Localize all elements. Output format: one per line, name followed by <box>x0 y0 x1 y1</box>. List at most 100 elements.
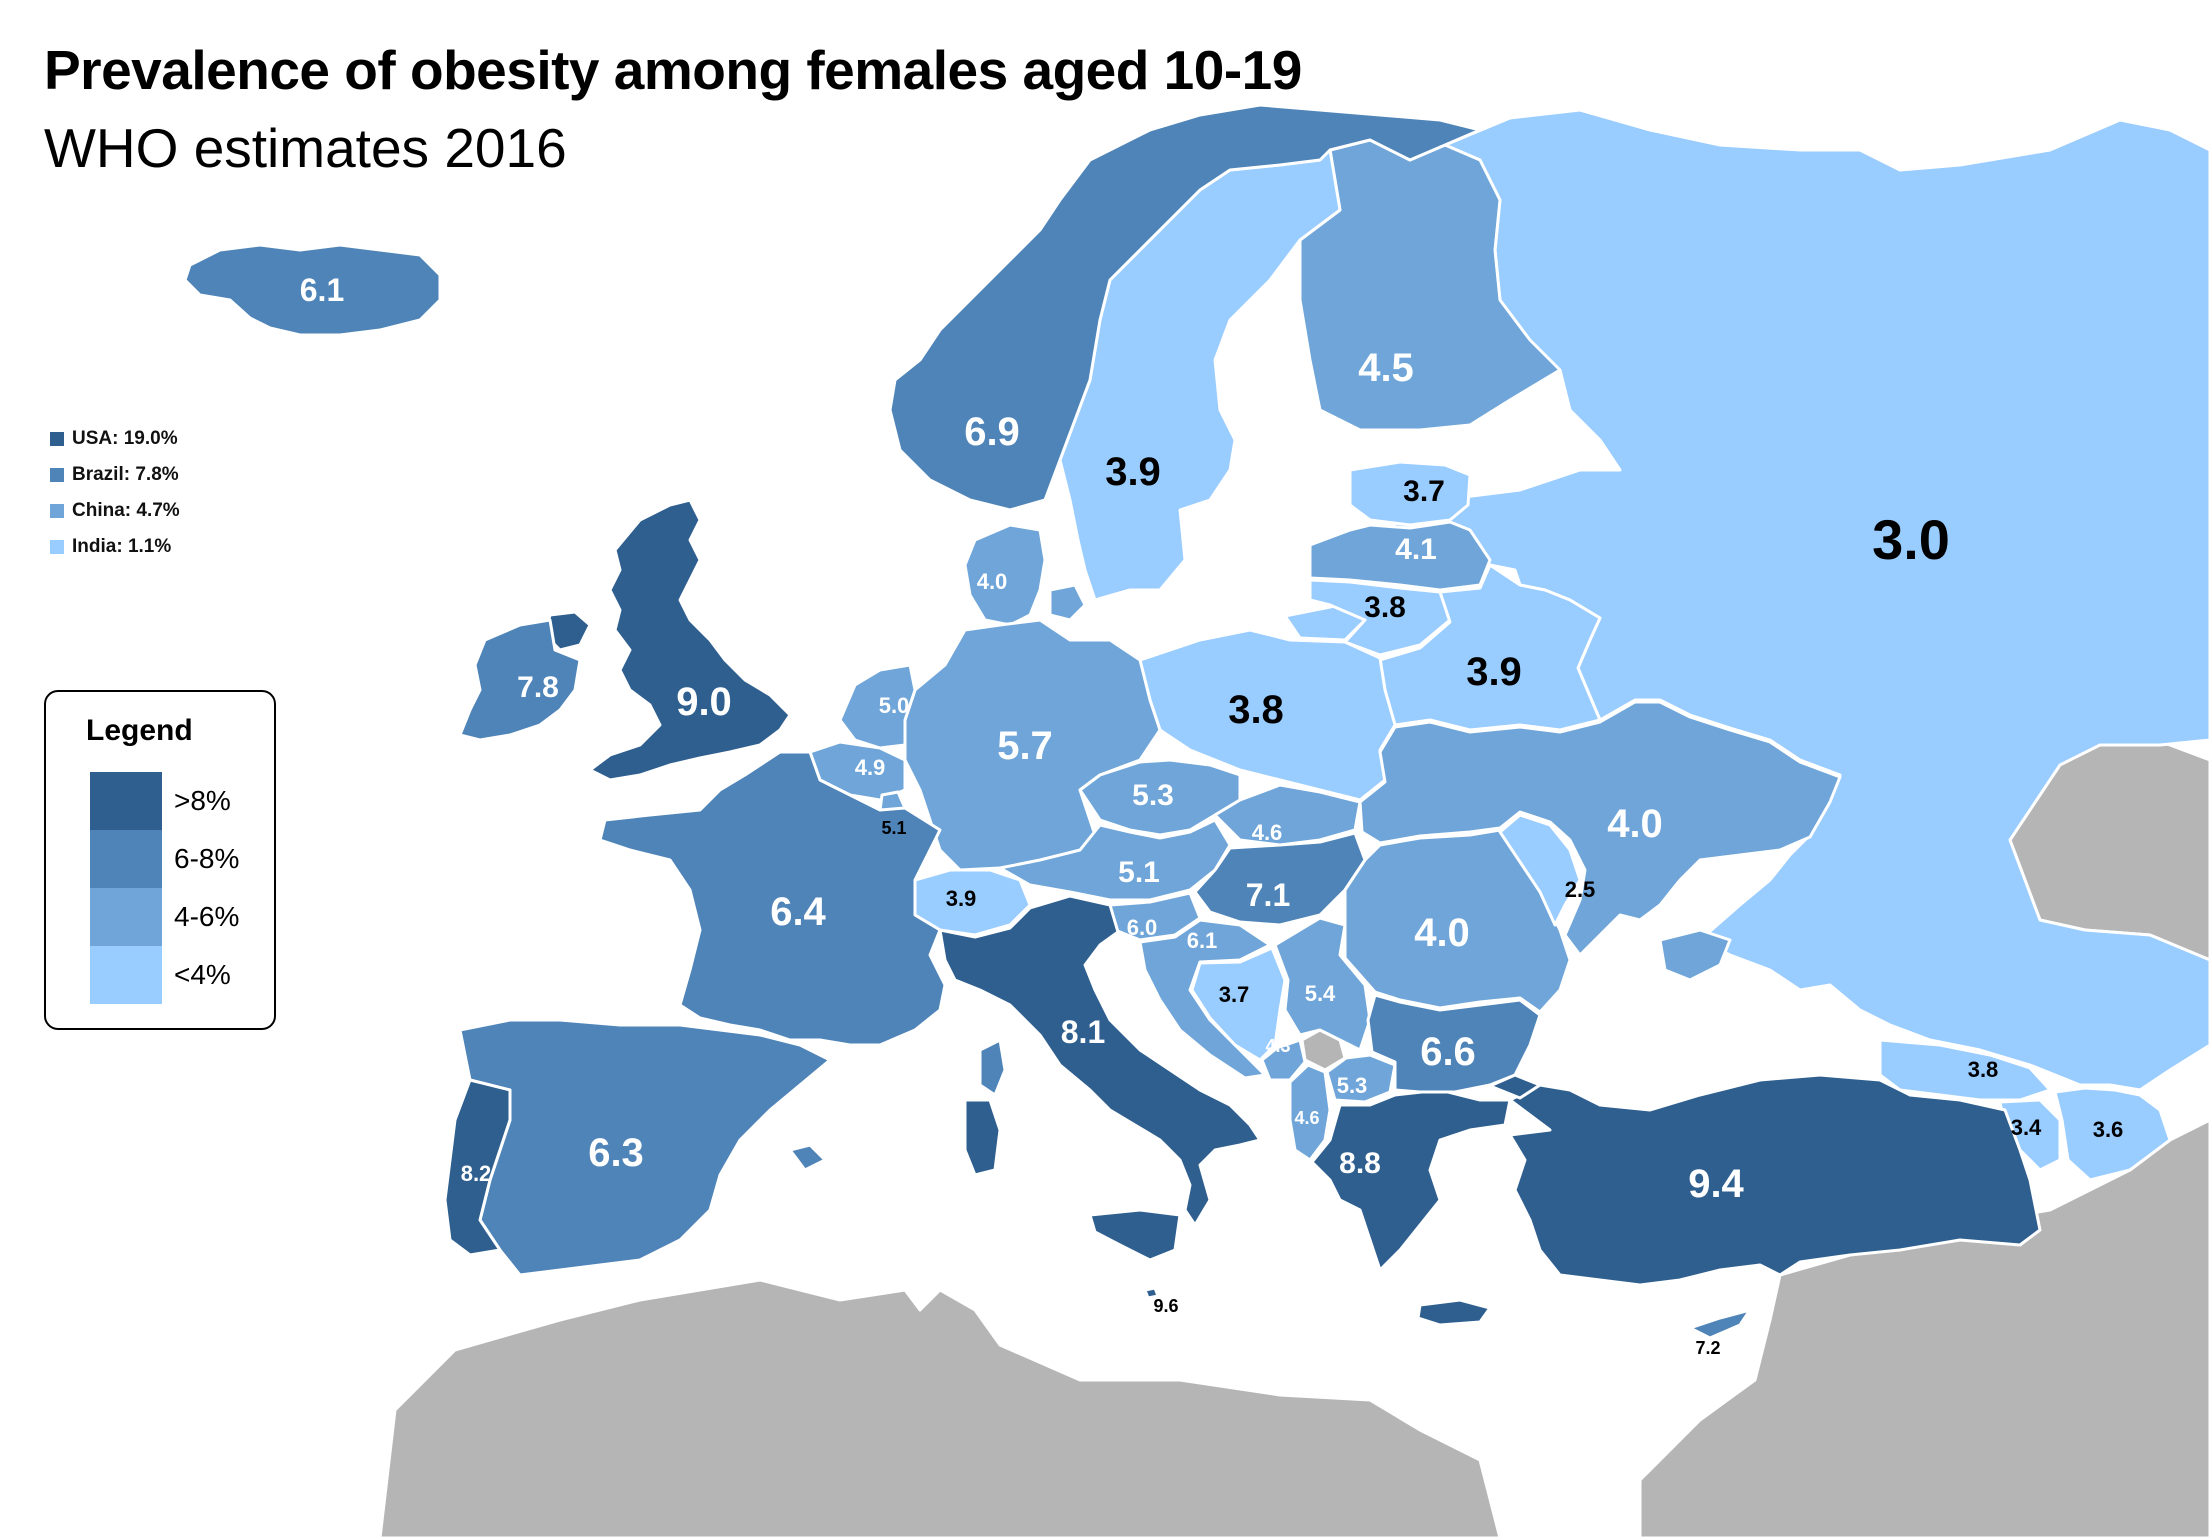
reference-china: China: 4.7% <box>50 500 180 522</box>
label-spain: 6.3 <box>588 1131 644 1175</box>
label-bosnia: 3.7 <box>1218 982 1250 1007</box>
legend-box: Legend >8% 6-8% 4-6% <4% <box>44 690 276 1030</box>
label-poland: 3.8 <box>1228 688 1284 732</box>
label-austria: 5.1 <box>1118 856 1160 889</box>
country-malta <box>1143 1286 1160 1300</box>
legend-label-lt4: <4% <box>174 959 231 990</box>
country-denmark <box>963 523 1047 627</box>
country-austria <box>998 818 1232 902</box>
reference-brazil-swatch <box>50 468 64 482</box>
legend-swatch-lt4 <box>90 946 162 1004</box>
label-albania: 4.6 <box>1294 1108 1320 1128</box>
label-russia: 3.0 <box>1872 508 1950 571</box>
country-turkey <box>1508 1073 2042 1287</box>
label-moldova: 2.5 <box>1564 877 1596 902</box>
label-hungary: 7.1 <box>1245 877 1291 913</box>
country-bulgaria <box>1366 993 1542 1094</box>
reference-india-label: India: 1.1% <box>72 536 172 557</box>
label-georgia: 3.8 <box>1967 1057 1999 1082</box>
country-ukraine <box>1358 700 1842 957</box>
legend-item-lt4: <4% <box>90 946 260 1004</box>
legend-label-4to6: 4-6% <box>174 901 240 932</box>
reference-china-label: China: 4.7% <box>72 500 180 521</box>
country-ireland <box>458 618 582 742</box>
country-france <box>598 750 947 1047</box>
reference-china-swatch <box>50 504 64 518</box>
label-latvia: 4.1 <box>1395 533 1437 566</box>
country-moldova <box>1498 813 1582 927</box>
country-bosnia <box>1190 946 1287 1062</box>
country-denmark-zealand <box>1048 583 1087 622</box>
map-subtitle: WHO estimates 2016 <box>44 117 567 179</box>
label-denmark: 4.0 <box>976 569 1008 594</box>
country-portugal <box>443 1078 512 1257</box>
map-title: Prevalence of obesity among females aged… <box>44 39 1302 101</box>
reference-usa: USA: 19.0% <box>50 428 178 450</box>
country-estonia <box>1348 460 1472 527</box>
country-greece <box>1310 1088 1512 1272</box>
label-north-macedonia: 5.3 <box>1336 1073 1368 1098</box>
label-estonia: 3.7 <box>1403 475 1445 508</box>
country-turkey-thrace <box>1488 1073 1542 1100</box>
country-spain <box>458 1018 832 1277</box>
country-italy <box>938 894 1262 1227</box>
legend-title: Legend <box>86 714 193 747</box>
country-montenegro <box>1260 1038 1307 1082</box>
label-lithuania: 3.8 <box>1364 591 1406 624</box>
label-azerbaijan: 3.6 <box>2092 1117 2124 1142</box>
label-belarus: 3.9 <box>1466 650 1522 694</box>
reference-usa-swatch <box>50 432 64 446</box>
country-norway <box>888 103 1482 512</box>
label-serbia: 5.4 <box>1304 981 1336 1006</box>
country-north-macedonia <box>1325 1053 1397 1104</box>
legend-item-gt8: >8% <box>90 772 260 830</box>
country-greece-crete <box>1416 1298 1492 1327</box>
legend-swatch-6to8 <box>90 830 162 888</box>
label-turkey: 9.4 <box>1688 1162 1744 1206</box>
country-netherlands <box>838 663 917 750</box>
legend-label-6to8: 6-8% <box>174 843 240 874</box>
country-ukraine-crimea <box>1658 928 1732 982</box>
label-malta: 9.6 <box>1153 1296 1179 1316</box>
label-iceland: 6.1 <box>299 272 345 308</box>
label-uk: 9.0 <box>676 680 732 724</box>
reference-india-swatch <box>50 540 64 554</box>
country-italy-sardinia <box>963 1098 1002 1177</box>
label-cyprus: 7.2 <box>1695 1338 1721 1358</box>
label-belgium: 4.9 <box>854 755 886 780</box>
label-slovakia: 4.6 <box>1251 820 1283 845</box>
label-italy: 8.1 <box>1060 1014 1106 1050</box>
reference-usa-label: USA: 19.0% <box>72 428 178 449</box>
country-cyprus <box>1688 1308 1752 1340</box>
label-montenegro: 4.3 <box>1265 1036 1291 1056</box>
country-latvia <box>1308 520 1492 592</box>
country-italy-sicily <box>1088 1208 1182 1262</box>
country-romania <box>1343 828 1572 1014</box>
legend-item-6to8: 6-8% <box>90 830 260 888</box>
country-spain-islands <box>788 1143 827 1172</box>
label-germany: 5.7 <box>997 724 1053 768</box>
country-lithuania <box>1308 578 1452 657</box>
legend-swatch-gt8 <box>90 772 162 830</box>
label-armenia: 3.4 <box>2010 1115 2042 1140</box>
label-ukraine: 4.0 <box>1607 802 1663 846</box>
legend-swatch-4to6 <box>90 888 162 946</box>
label-france: 6.4 <box>770 890 826 934</box>
label-greece: 8.8 <box>1339 1147 1381 1180</box>
label-norway: 6.9 <box>964 410 1020 454</box>
reference-brazil: Brazil: 7.8% <box>50 464 179 486</box>
country-france-corsica <box>978 1038 1007 1097</box>
north-africa-region <box>378 1278 1502 1538</box>
country-slovakia <box>1213 783 1362 847</box>
country-albania <box>1288 1063 1332 1162</box>
country-iceland <box>183 243 442 337</box>
country-finland <box>1298 138 1562 432</box>
label-croatia: 6.1 <box>1186 928 1218 953</box>
label-switzerland: 3.9 <box>945 886 977 911</box>
label-slovenia: 6.0 <box>1126 915 1158 940</box>
label-luxembourg: 5.1 <box>881 818 907 838</box>
label-portugal: 8.2 <box>460 1161 492 1186</box>
label-bulgaria: 6.6 <box>1420 1030 1476 1074</box>
label-ireland: 7.8 <box>517 671 559 704</box>
